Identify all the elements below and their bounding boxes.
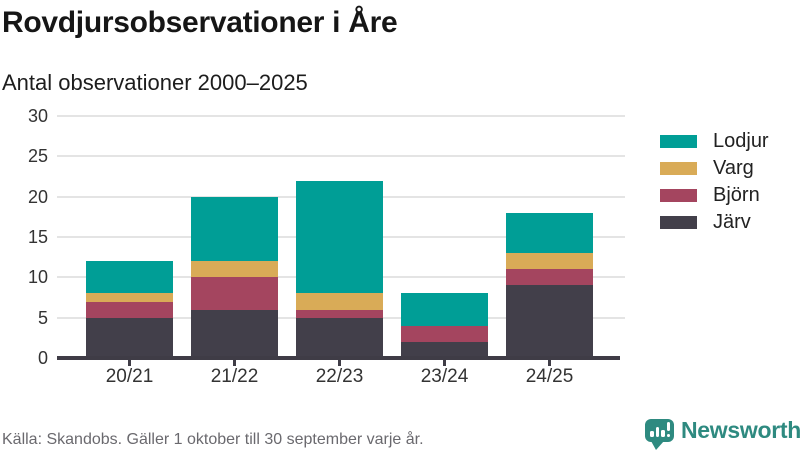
bar-segment-jrv-20-21	[86, 317, 173, 358]
gridline	[57, 155, 625, 158]
bar-segment-varg-21-22	[191, 261, 278, 278]
x-axis-tick	[548, 360, 551, 366]
bar-segment-jrv-22-23	[296, 317, 383, 358]
x-axis-labels: 20/21 21/22 22/23 23/24 24/25	[57, 366, 620, 390]
x-axis-tick	[338, 360, 341, 366]
y-tick-label: 10	[27, 267, 48, 288]
bar-segment-varg-24-25	[506, 253, 593, 270]
mini-bar-icon	[661, 430, 665, 437]
gridline	[57, 115, 625, 117]
chart-title: Rovdjursobservationer i Åre	[2, 6, 398, 39]
exclamation-stem-icon	[666, 422, 670, 431]
x-tick-label: 22/23	[315, 366, 364, 387]
bar-segment-bjrn-22-23	[296, 309, 383, 318]
legend-item-bjrn: Björn	[660, 184, 769, 206]
chart-subtitle: Antal observationer 2000–2025	[2, 70, 308, 95]
source-note: Källa: Skandobs. Gäller 1 oktober till 3…	[2, 431, 424, 448]
y-tick-label: 15	[27, 227, 48, 247]
y-tick-label: 0	[37, 348, 48, 368]
mini-bar-icon	[650, 431, 654, 437]
x-axis-tick	[233, 360, 236, 366]
legend-swatch	[660, 189, 697, 202]
x-axis-tick	[128, 360, 131, 366]
y-tick-label: 30	[27, 106, 48, 126]
x-tick-label: 21/22	[210, 366, 259, 387]
x-axis-tick	[443, 360, 446, 366]
speech-bubble-tail	[651, 441, 664, 450]
bar-segment-bjrn-21-22	[191, 277, 278, 310]
y-tick-label: 5	[37, 307, 48, 328]
x-tick-label: 24/25	[525, 366, 574, 387]
newsworthy-speech-bubble-chart-icon	[645, 419, 674, 450]
legend-swatch	[660, 135, 697, 148]
bar-segment-lodjur-23-24	[401, 293, 488, 326]
bar-segment-bjrn-24-25	[506, 269, 593, 286]
x-axis-line	[57, 356, 620, 360]
legend-item-lodjur: Lodjur	[660, 130, 769, 152]
bar-segment-lodjur-20-21	[86, 261, 173, 294]
y-tick-label: 25	[27, 146, 48, 167]
bar-segment-lodjur-24-25	[506, 212, 593, 254]
exclamation-dot-icon	[666, 433, 670, 437]
bar-segment-jrv-23-24	[401, 341, 488, 358]
plot-area	[57, 115, 625, 366]
newsworthy-logo: Newsworthy	[645, 413, 800, 450]
bar-segment-bjrn-20-21	[86, 301, 173, 318]
legend-swatch	[660, 216, 697, 229]
legend-item-varg: Varg	[660, 157, 769, 179]
legend-swatch	[660, 162, 697, 175]
bar-segment-lodjur-22-23	[296, 180, 383, 294]
brand-name: Newsworthy	[681, 417, 800, 443]
legend-label: Järv	[713, 211, 751, 233]
x-tick-label: 23/24	[420, 366, 469, 387]
legend-item-jrv: Järv	[660, 211, 769, 233]
bar-segment-jrv-21-22	[191, 309, 278, 358]
legend-label: Varg	[713, 157, 754, 179]
bar-segment-bjrn-23-24	[401, 325, 488, 342]
legend: Lodjur Varg Björn Järv	[660, 130, 769, 233]
y-axis-labels: 0 5 10 15 20 25 30	[0, 106, 48, 368]
bar-segment-varg-20-21	[86, 293, 173, 302]
legend-label: Björn	[713, 184, 760, 206]
bar-segment-jrv-24-25	[506, 285, 593, 358]
y-tick-label: 20	[27, 186, 48, 207]
bar-segment-varg-22-23	[296, 293, 383, 310]
mini-bar-icon	[655, 427, 659, 437]
bar-segment-lodjur-21-22	[191, 196, 278, 262]
legend-label: Lodjur	[713, 130, 769, 152]
x-tick-label: 20/21	[105, 366, 154, 387]
